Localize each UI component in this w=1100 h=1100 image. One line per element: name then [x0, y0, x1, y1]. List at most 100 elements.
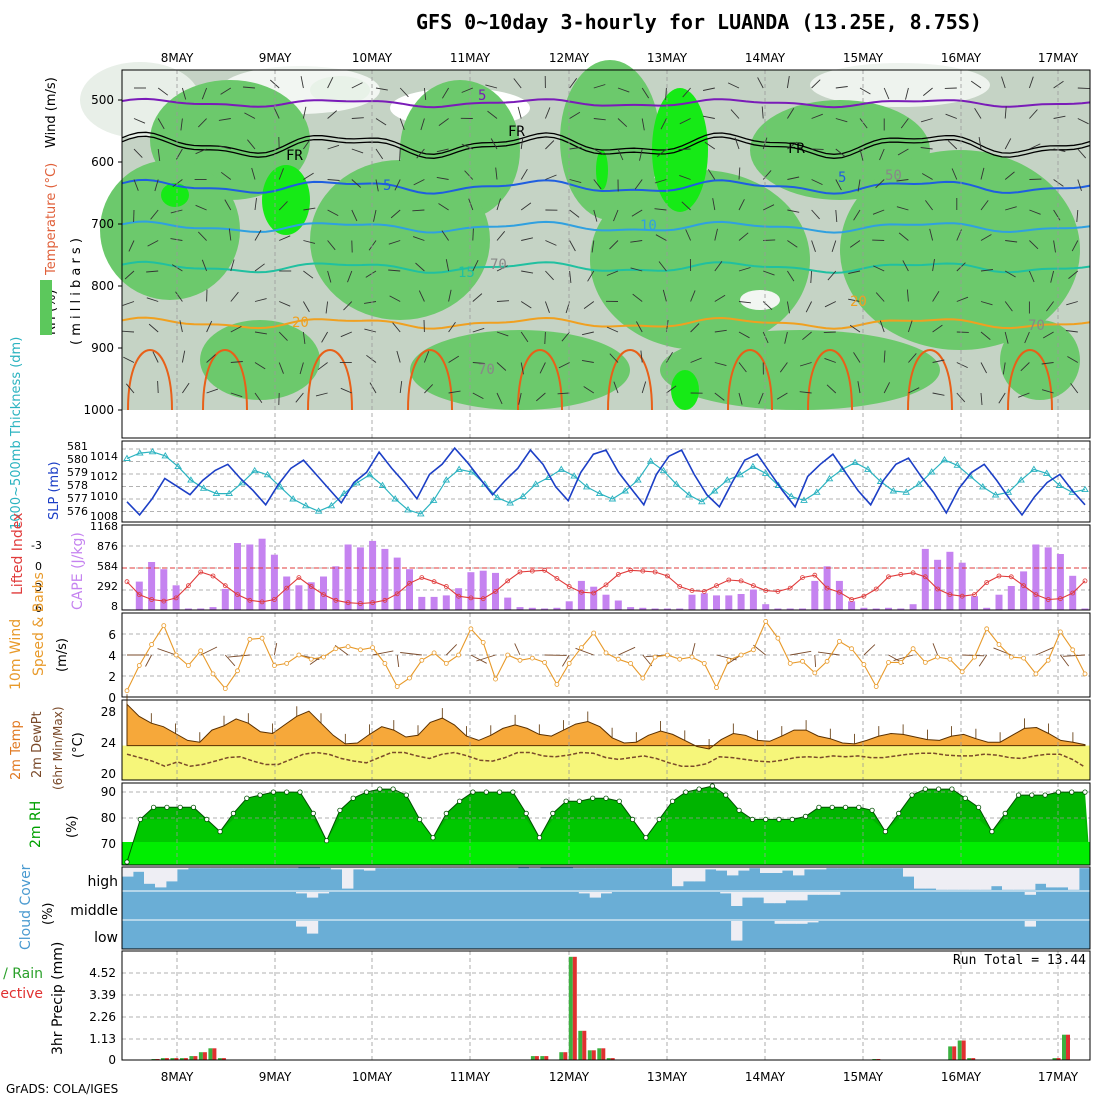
thickness-point [276, 483, 285, 490]
thickness-point [289, 495, 297, 502]
wind-barb [679, 174, 691, 180]
rh-point [284, 789, 290, 795]
cloud-cover-cell [980, 867, 992, 890]
wind-barb [472, 228, 474, 241]
cloud-cover-cell [731, 892, 743, 906]
precip-convective-bar [961, 1040, 966, 1060]
wind-barb [883, 87, 890, 100]
contour-label: 5 [478, 88, 486, 104]
thickness-tick-label: 581 [67, 440, 88, 453]
precip-convective-bar [591, 1050, 596, 1060]
cloud-cover-cell [771, 867, 783, 873]
wind-barb [195, 204, 207, 211]
wind-barb-10m [145, 654, 152, 667]
rh-shading [1000, 320, 1080, 400]
wind-barb [521, 237, 534, 241]
lifted-index-point [296, 575, 302, 580]
lifted-index-point [566, 584, 572, 589]
wind-barb [872, 209, 885, 215]
thickness-point [736, 470, 744, 478]
wind-barb-10m [863, 644, 876, 656]
wind-barb [1004, 138, 1012, 150]
slp-tick-label: 1012 [90, 470, 118, 483]
lifted-index-point [763, 588, 769, 593]
day-label-bottom: 8MAY [161, 1070, 194, 1084]
wind-barb [544, 107, 551, 119]
cape-bar [246, 544, 254, 610]
wind-barb [496, 362, 507, 371]
thickness-legend-label: 1000~500mb Thickness (dm) [9, 337, 24, 530]
wind-barb [1002, 362, 1006, 375]
lifted-index-point [861, 593, 867, 599]
wind-speed-point [579, 645, 584, 650]
wind-barb [1005, 206, 1017, 211]
rh-point [190, 804, 197, 810]
wind-barb [956, 296, 969, 302]
lifted-index-point [1070, 590, 1076, 596]
rh-point [576, 798, 583, 804]
cape-bar [283, 576, 291, 610]
wind-barb [906, 289, 909, 302]
rh-point [443, 810, 449, 817]
thickness-point [621, 487, 629, 494]
wind-speed-point [849, 646, 854, 652]
wind-barb [273, 107, 280, 119]
rh-shading [100, 160, 240, 300]
precip-convective-bar [1056, 1058, 1061, 1060]
wind-barb [835, 148, 846, 157]
precip-total-bar [597, 1048, 602, 1060]
wind-barb [712, 198, 716, 211]
temp-contour-25 [127, 349, 173, 411]
wind-barb [593, 179, 602, 190]
thickness-point [685, 491, 693, 498]
wind-barb [513, 78, 522, 89]
rh-shading [310, 76, 370, 104]
cloud-cover-cell [903, 867, 915, 877]
precip-total-bar [189, 1056, 194, 1060]
day-label-bottom: 17MAY [1038, 1070, 1079, 1084]
wind-tick-label: 2 [108, 670, 116, 684]
wind-barb [399, 381, 403, 394]
rh-point [177, 804, 183, 810]
precip-total-bar [179, 1058, 184, 1060]
cloud-cover-cell [785, 921, 797, 924]
wind-speed-point [1070, 647, 1076, 653]
cape-bar [590, 586, 598, 610]
precip-total-bar [530, 1056, 535, 1060]
wind-barb [896, 206, 909, 211]
cloud-cover-cell [122, 867, 134, 877]
wind-barb [630, 240, 643, 243]
lifted-index-line [126, 569, 1086, 605]
thickness-point [813, 488, 821, 495]
cloud-cover-cell [807, 892, 819, 895]
contour-label: 70 [490, 257, 507, 273]
cloud-cover-cell [386, 867, 398, 869]
wind-speed-point [554, 682, 560, 687]
li-tick-label: 3 [35, 581, 42, 594]
wind-barb [569, 111, 581, 119]
wind-speed-point [775, 635, 781, 641]
panel-frame [121, 612, 1091, 698]
wind-barb [1070, 383, 1079, 394]
wind-barb-10m [224, 654, 236, 667]
precip-total-bar [208, 1048, 213, 1060]
wind-barb-10m [642, 654, 653, 667]
wind-barb [496, 265, 508, 272]
wind-barb [369, 382, 377, 394]
precip-convective-bar [582, 1030, 587, 1060]
cloud-cover-cell [199, 867, 211, 869]
cape-bar [148, 562, 156, 610]
wind-speed-point [1058, 629, 1063, 635]
cloud-level-label: middle [70, 903, 118, 919]
rh-point [949, 786, 955, 792]
wind-barb [1042, 331, 1054, 339]
precip-legend-label: 3hr Precip (mm) [50, 942, 66, 1055]
pressure-tick-label: 500 [91, 93, 114, 107]
cloud-cover-cell [672, 867, 684, 887]
wind-barb [128, 240, 135, 252]
cape-bar [651, 608, 659, 610]
wind-barb [932, 291, 940, 302]
wind-barb [631, 209, 643, 217]
wind-barb [327, 144, 340, 150]
wind-barb [303, 301, 310, 313]
